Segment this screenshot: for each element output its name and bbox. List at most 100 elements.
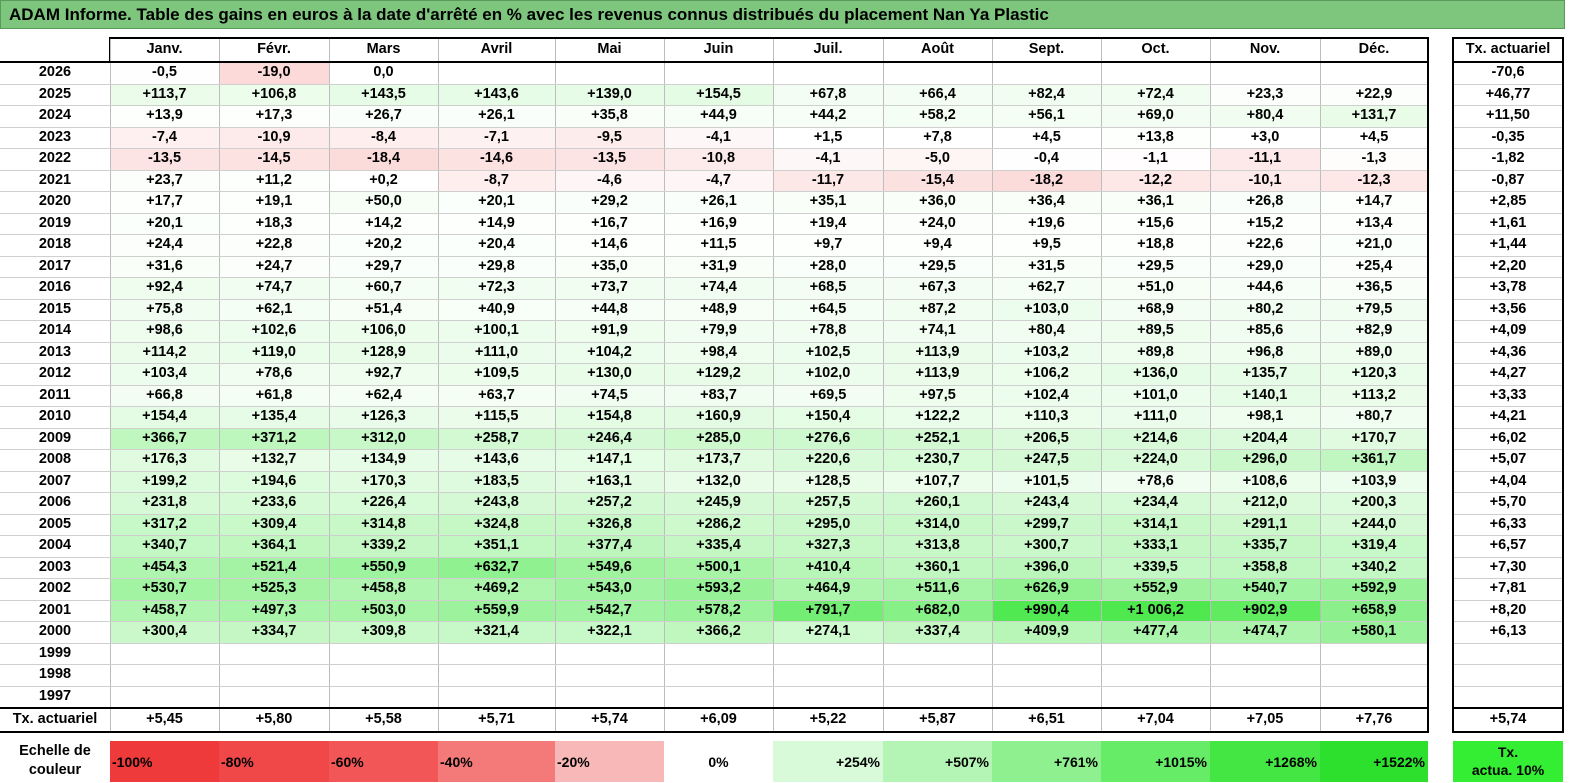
grid-line <box>0 514 1428 515</box>
grid-line <box>1453 170 1563 171</box>
heatmap-cell: +87,2 <box>883 298 992 320</box>
heatmap-cell: +503,0 <box>329 599 438 621</box>
heatmap-cell: +82,4 <box>992 83 1101 105</box>
grid-line <box>1453 234 1563 235</box>
heatmap-cell: +44,2 <box>773 105 883 127</box>
heatmap-cell: +24,4 <box>110 234 219 256</box>
heatmap-cell <box>219 685 329 707</box>
heatmap-cell: +113,7 <box>110 83 219 105</box>
heatmap-cell: +128,5 <box>773 470 883 492</box>
rate-cell: +6,13 <box>1489 623 1527 639</box>
rate-color-legend: Tx. actua. 10% <box>1453 741 1563 782</box>
year-label: 2007 <box>38 472 72 489</box>
grid-line <box>1210 37 1211 731</box>
grid-line <box>0 428 1428 429</box>
year-label: 2004 <box>38 537 72 553</box>
heatmap-cell: -14,6 <box>438 148 555 170</box>
heatmap-cell: +314,8 <box>329 513 438 535</box>
heatmap-cell: +101,0 <box>1101 384 1210 406</box>
heatmap-cell: +549,6 <box>555 556 664 578</box>
heatmap-cell: +98,1 <box>1210 406 1320 428</box>
rate-cell: +6,57 <box>1489 537 1527 553</box>
footer-rate-cell: +7,05 <box>1246 711 1284 727</box>
heatmap-cell: +626,9 <box>992 578 1101 600</box>
heatmap-cell: +134,9 <box>329 449 438 471</box>
heatmap-cell: +324,8 <box>438 513 555 535</box>
heatmap-cell: +69,0 <box>1101 105 1210 127</box>
heatmap-cell: +29,5 <box>883 255 992 277</box>
heatmap-cell: +231,8 <box>110 492 219 514</box>
heatmap-cell <box>1320 642 1428 664</box>
heatmap-cell: +22,8 <box>219 234 329 256</box>
heatmap-cell: +106,0 <box>329 320 438 342</box>
rate-legend-line: Tx. <box>1497 744 1519 760</box>
heatmap-cell: +309,4 <box>219 513 329 535</box>
footer-rate-cell: +5,80 <box>255 711 293 727</box>
grid-line <box>1453 213 1563 214</box>
heatmap-cell: +469,2 <box>438 578 555 600</box>
grid-line <box>1453 535 1563 536</box>
rate-cell: -0,35 <box>1491 128 1525 145</box>
heatmap-cell: +103,2 <box>992 341 1101 363</box>
heatmap-cell: +474,7 <box>1210 621 1320 643</box>
heatmap-cell: +102,6 <box>219 320 329 342</box>
heatmap-cell: -10,8 <box>664 148 773 170</box>
heatmap-cell <box>219 642 329 664</box>
heatmap-cell: +69,5 <box>773 384 883 406</box>
rate-cell: +8,20 <box>1489 601 1527 618</box>
heatmap-cell: +14,9 <box>438 212 555 234</box>
heatmap-cell <box>329 664 438 686</box>
heatmap-cell: +26,1 <box>664 191 773 213</box>
grid-line <box>1453 320 1563 321</box>
heatmap-cell: +410,4 <box>773 556 883 578</box>
heatmap-cell: +74,4 <box>664 277 773 299</box>
heatmap-cell: +7,8 <box>883 126 992 148</box>
rate-cell: -1,82 <box>1491 150 1525 166</box>
heatmap-cell: +62,1 <box>219 298 329 320</box>
heatmap-cell: +173,7 <box>664 449 773 471</box>
heatmap-cell: +204,4 <box>1210 427 1320 449</box>
heatmap-cell <box>883 642 992 664</box>
heatmap-cell: +58,2 <box>883 105 992 127</box>
heatmap-cell: +98,6 <box>110 320 219 342</box>
heatmap-cell <box>992 685 1101 707</box>
heatmap-cell: +106,8 <box>219 83 329 105</box>
footer-rate-cell: +5,22 <box>809 711 847 727</box>
heatmap-cell: +500,1 <box>664 556 773 578</box>
heatmap-cell: +67,8 <box>773 83 883 105</box>
grid-line <box>1320 37 1321 731</box>
grid-line <box>555 37 556 731</box>
heatmap-cell: +13,8 <box>1101 126 1210 148</box>
heatmap-cell: +50,0 <box>329 191 438 213</box>
heatmap-cell: +13,4 <box>1320 212 1428 234</box>
heatmap-cell: +35,1 <box>773 191 883 213</box>
heatmap-cell: +80,4 <box>1210 105 1320 127</box>
heatmap-cell: +312,0 <box>329 427 438 449</box>
heatmap-cell <box>1320 62 1428 84</box>
heatmap-cell: +530,7 <box>110 578 219 600</box>
grid-line <box>0 535 1428 536</box>
grid-line <box>0 363 1428 364</box>
heatmap-cell: +176,3 <box>110 449 219 471</box>
heatmap-cell: +458,7 <box>110 599 219 621</box>
heatmap-cell <box>438 664 555 686</box>
heatmap-cell: +119,0 <box>219 341 329 363</box>
heatmap-cell: +91,9 <box>555 320 664 342</box>
heatmap-cell: +61,8 <box>219 384 329 406</box>
grid-line <box>1453 105 1563 106</box>
heatmap-cell: +72,4 <box>1101 83 1210 105</box>
heatmap-cell: +300,7 <box>992 535 1101 557</box>
year-label: 2024 <box>38 107 72 123</box>
heatmap-cell: +326,8 <box>555 513 664 535</box>
heatmap-cell: -12,2 <box>1101 169 1210 191</box>
heatmap-cell: +154,8 <box>555 406 664 428</box>
heatmap-cell: +295,0 <box>773 513 883 535</box>
heatmap-cell: +23,7 <box>110 169 219 191</box>
heatmap-cell: +29,5 <box>1101 255 1210 277</box>
heatmap-cell <box>1101 685 1210 707</box>
heatmap-cell: +593,2 <box>664 578 773 600</box>
heatmap-cell: +23,3 <box>1210 83 1320 105</box>
heatmap-cell: +337,4 <box>883 621 992 643</box>
heatmap-cell <box>329 642 438 664</box>
heatmap-cell: +260,1 <box>883 492 992 514</box>
